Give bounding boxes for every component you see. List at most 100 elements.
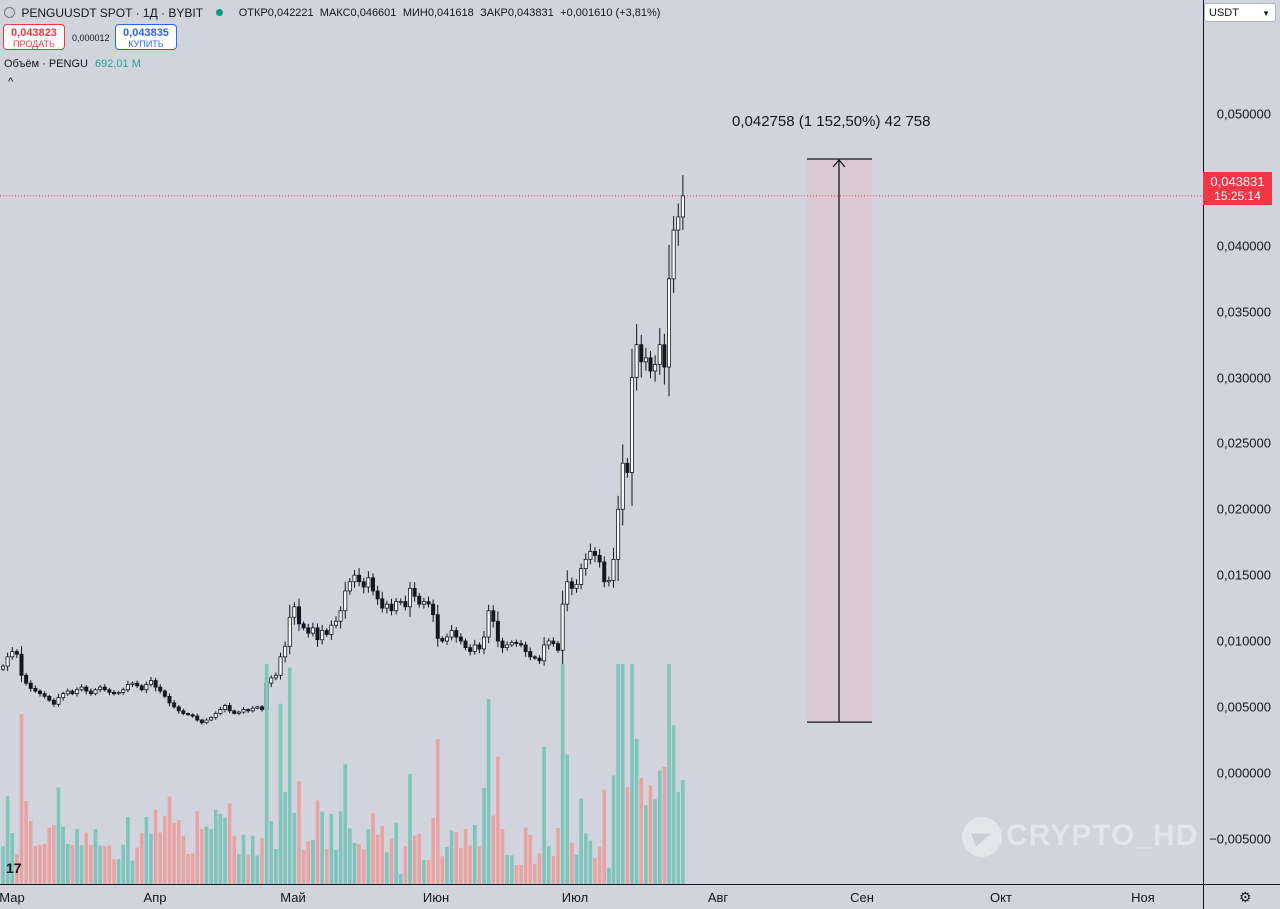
candle-down bbox=[500, 640, 505, 649]
candle-up bbox=[218, 709, 223, 714]
candle-up bbox=[130, 682, 135, 685]
volume-bar bbox=[84, 832, 89, 884]
candle-up bbox=[384, 603, 389, 609]
price-tick-label: 0,000000 bbox=[1216, 765, 1271, 781]
price-tick-label: 0,010000 bbox=[1216, 633, 1271, 649]
chart-plot-area[interactable] bbox=[0, 0, 1203, 884]
price-tick-label: 0,020000 bbox=[1216, 501, 1271, 517]
candle-up bbox=[209, 717, 214, 721]
volume-bar bbox=[454, 832, 459, 884]
candle-up bbox=[505, 644, 510, 649]
volume-bar bbox=[260, 838, 264, 884]
volume-bar bbox=[93, 829, 98, 884]
volume-bar bbox=[537, 853, 542, 884]
symbol-logo-icon bbox=[4, 7, 15, 19]
volume-bar bbox=[459, 847, 463, 884]
close-label: ЗАКР bbox=[480, 6, 508, 19]
price-axis[interactable]: 0,0500000,0450000,0400000,0350000,030000… bbox=[1203, 0, 1280, 884]
time-axis[interactable]: Мар Апр Май Июн Июл Авг Сен Окт Ноя bbox=[0, 884, 1203, 909]
volume-bar bbox=[611, 775, 616, 884]
volume-bar bbox=[574, 854, 579, 884]
volume-bar bbox=[116, 859, 121, 884]
candle-down bbox=[139, 685, 144, 691]
candle-down bbox=[51, 699, 56, 705]
volume-bar bbox=[560, 664, 565, 884]
candle-up bbox=[509, 641, 514, 646]
candle-down bbox=[176, 706, 181, 712]
volume-bar bbox=[213, 809, 218, 884]
candle-down bbox=[468, 647, 473, 652]
open-label: ОТКР bbox=[238, 6, 268, 19]
volume-bar bbox=[237, 854, 241, 884]
volume-bar bbox=[278, 703, 283, 884]
candle-down bbox=[370, 577, 375, 592]
volume-bar bbox=[417, 833, 422, 884]
candle-down bbox=[648, 357, 653, 372]
currency-select[interactable]: USDT ▼ bbox=[1204, 3, 1276, 22]
tradingview-logo-icon[interactable]: 17 bbox=[6, 860, 22, 876]
volume-bar bbox=[579, 798, 583, 884]
chevron-down-icon: ▼ bbox=[1262, 9, 1270, 18]
candle-down bbox=[135, 682, 140, 687]
high-label: МАКС bbox=[319, 6, 351, 19]
candle-up bbox=[241, 709, 246, 713]
volume-bar bbox=[607, 867, 611, 884]
candle-down bbox=[28, 682, 33, 689]
volume-bar bbox=[519, 864, 523, 884]
candle-down bbox=[70, 690, 75, 695]
candle-down bbox=[112, 691, 117, 695]
volume-bar bbox=[223, 817, 227, 884]
candle-up bbox=[338, 610, 343, 622]
candle-up bbox=[65, 690, 70, 695]
symbol-title[interactable]: PENGUUSDT SPOT · 1Д · BYBIT bbox=[21, 5, 204, 20]
candlestick-chart[interactable] bbox=[0, 0, 1203, 884]
time-tick-label: Мар bbox=[0, 890, 25, 905]
chevron-up-icon[interactable]: ^ bbox=[8, 76, 14, 88]
volume-bar bbox=[149, 833, 153, 884]
candle-down bbox=[301, 623, 306, 629]
volume-bar bbox=[306, 841, 311, 884]
candle-down bbox=[172, 702, 177, 708]
volume-bar bbox=[431, 817, 435, 884]
candle-down bbox=[190, 714, 195, 717]
volume-bar bbox=[477, 846, 482, 884]
currency-value: USDT bbox=[1209, 7, 1239, 19]
volume-bar bbox=[186, 854, 190, 884]
candle-up bbox=[421, 601, 426, 605]
candle-up bbox=[333, 620, 338, 626]
gear-icon[interactable]: ⚙ bbox=[1239, 889, 1252, 905]
volume-bar bbox=[352, 842, 357, 884]
candle-down bbox=[477, 644, 482, 650]
candle-down bbox=[153, 680, 158, 688]
volume-bar bbox=[472, 825, 477, 884]
candle-up bbox=[56, 697, 61, 705]
candle-up bbox=[250, 707, 255, 712]
candle-up bbox=[93, 689, 98, 695]
candle-down bbox=[662, 344, 667, 368]
volume-bar bbox=[5, 796, 10, 884]
volume-bar bbox=[98, 845, 102, 884]
candle-up bbox=[444, 636, 449, 642]
sell-button[interactable]: 0,043823 ПРОДАТЬ bbox=[3, 24, 65, 50]
time-tick-label: Июн bbox=[422, 890, 450, 905]
volume-bar bbox=[482, 787, 486, 884]
volume-bar bbox=[496, 756, 500, 884]
candle-down bbox=[315, 627, 320, 641]
candle-down bbox=[42, 693, 47, 697]
volume-bar bbox=[602, 789, 607, 884]
volume-bar bbox=[662, 766, 667, 884]
volume-bar bbox=[112, 859, 116, 884]
candle-up bbox=[278, 656, 283, 676]
last-price-label: 0,043831 15:25:14 bbox=[1203, 172, 1272, 205]
candle-down bbox=[324, 630, 329, 635]
volume-bar bbox=[329, 814, 334, 884]
volume-bar bbox=[75, 829, 79, 884]
volume-bar bbox=[408, 774, 412, 884]
candle-up bbox=[398, 601, 403, 603]
volume-bar bbox=[209, 829, 213, 884]
buy-button[interactable]: 0,043835 КУПИТЬ bbox=[115, 24, 177, 50]
volume-legend[interactable]: Объём · PENGU 692,01 M bbox=[4, 58, 141, 70]
candle-down bbox=[625, 462, 630, 473]
candle-up bbox=[125, 684, 130, 691]
volume-bar bbox=[232, 835, 237, 884]
